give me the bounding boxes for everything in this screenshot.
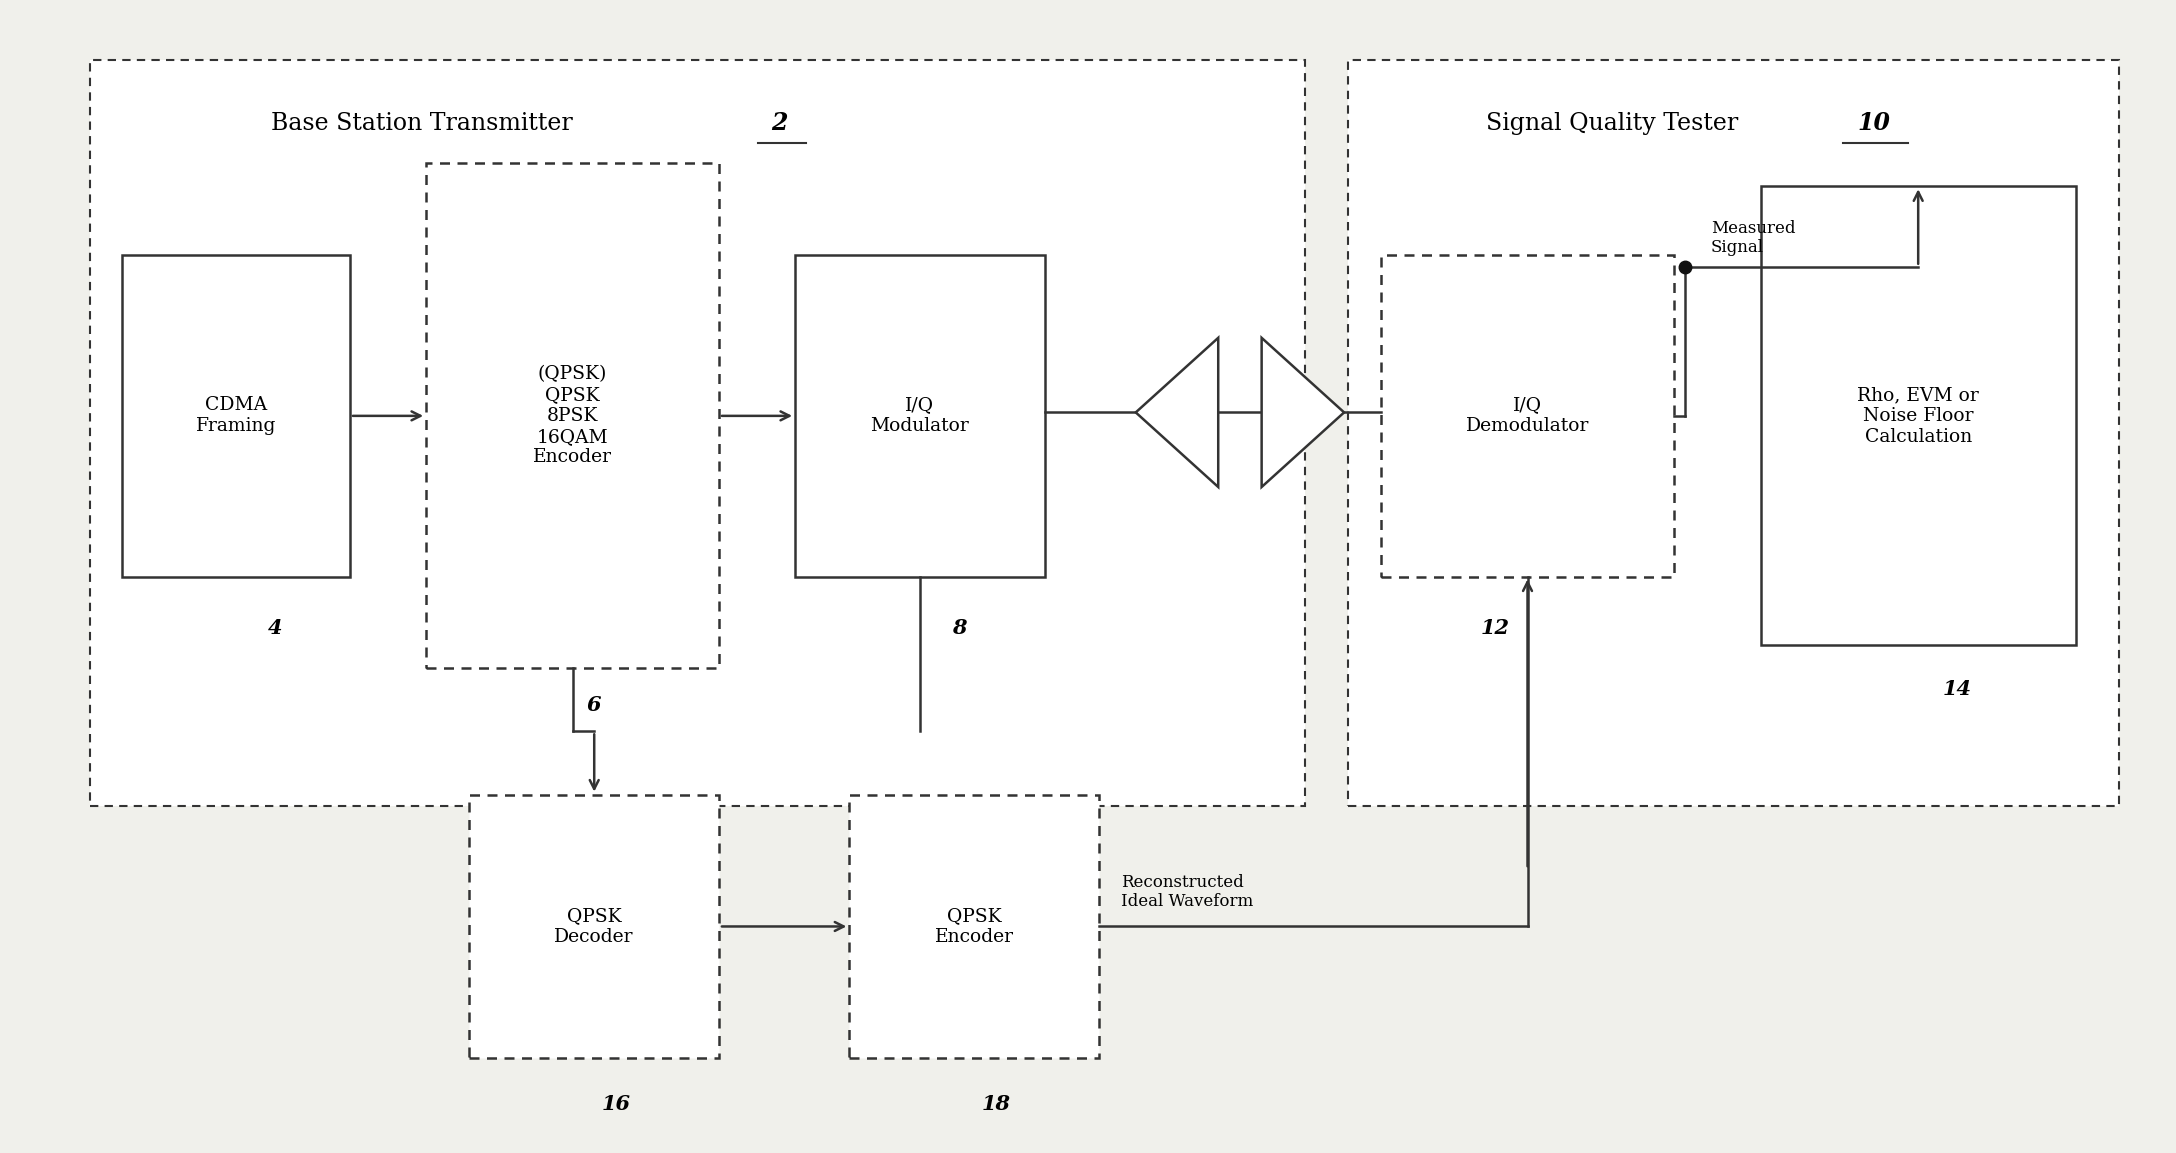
Polygon shape — [1136, 338, 1219, 487]
Polygon shape — [1262, 338, 1345, 487]
Text: 16: 16 — [601, 1094, 631, 1114]
Text: 14: 14 — [1943, 679, 1971, 699]
Text: Base Station Transmitter: Base Station Transmitter — [272, 112, 581, 135]
Text: (QPSK)
QPSK
8PSK
16QAM
Encoder: (QPSK) QPSK 8PSK 16QAM Encoder — [533, 366, 611, 467]
Text: 2: 2 — [772, 111, 788, 135]
Bar — [1349, 60, 2119, 806]
Text: 4: 4 — [268, 618, 283, 638]
Text: QPSK
Decoder: QPSK Decoder — [555, 907, 633, 945]
Text: Rho, EVM or
Noise Floor
Calculation: Rho, EVM or Noise Floor Calculation — [1858, 386, 1978, 446]
Bar — [1382, 255, 1673, 576]
Bar — [89, 60, 1306, 806]
Bar — [849, 794, 1099, 1058]
Text: 18: 18 — [981, 1094, 1010, 1114]
Bar — [794, 255, 1044, 576]
Text: Reconstructed
Ideal Waveform: Reconstructed Ideal Waveform — [1121, 874, 1253, 911]
Text: Measured
Signal: Measured Signal — [1710, 220, 1795, 256]
Bar — [1760, 187, 2076, 646]
Text: Signal Quality Tester: Signal Quality Tester — [1486, 112, 1745, 135]
Text: 6: 6 — [588, 695, 601, 715]
Bar — [426, 164, 718, 669]
Text: 10: 10 — [1856, 111, 1891, 135]
Text: 12: 12 — [1480, 618, 1510, 638]
Bar — [470, 794, 718, 1058]
Text: QPSK
Encoder: QPSK Encoder — [934, 907, 1014, 945]
Text: 8: 8 — [951, 618, 966, 638]
Bar — [122, 255, 350, 576]
Text: CDMA
Framing: CDMA Framing — [196, 397, 276, 436]
Text: I/Q
Demodulator: I/Q Demodulator — [1467, 397, 1588, 436]
Text: I/Q
Modulator: I/Q Modulator — [870, 397, 968, 436]
